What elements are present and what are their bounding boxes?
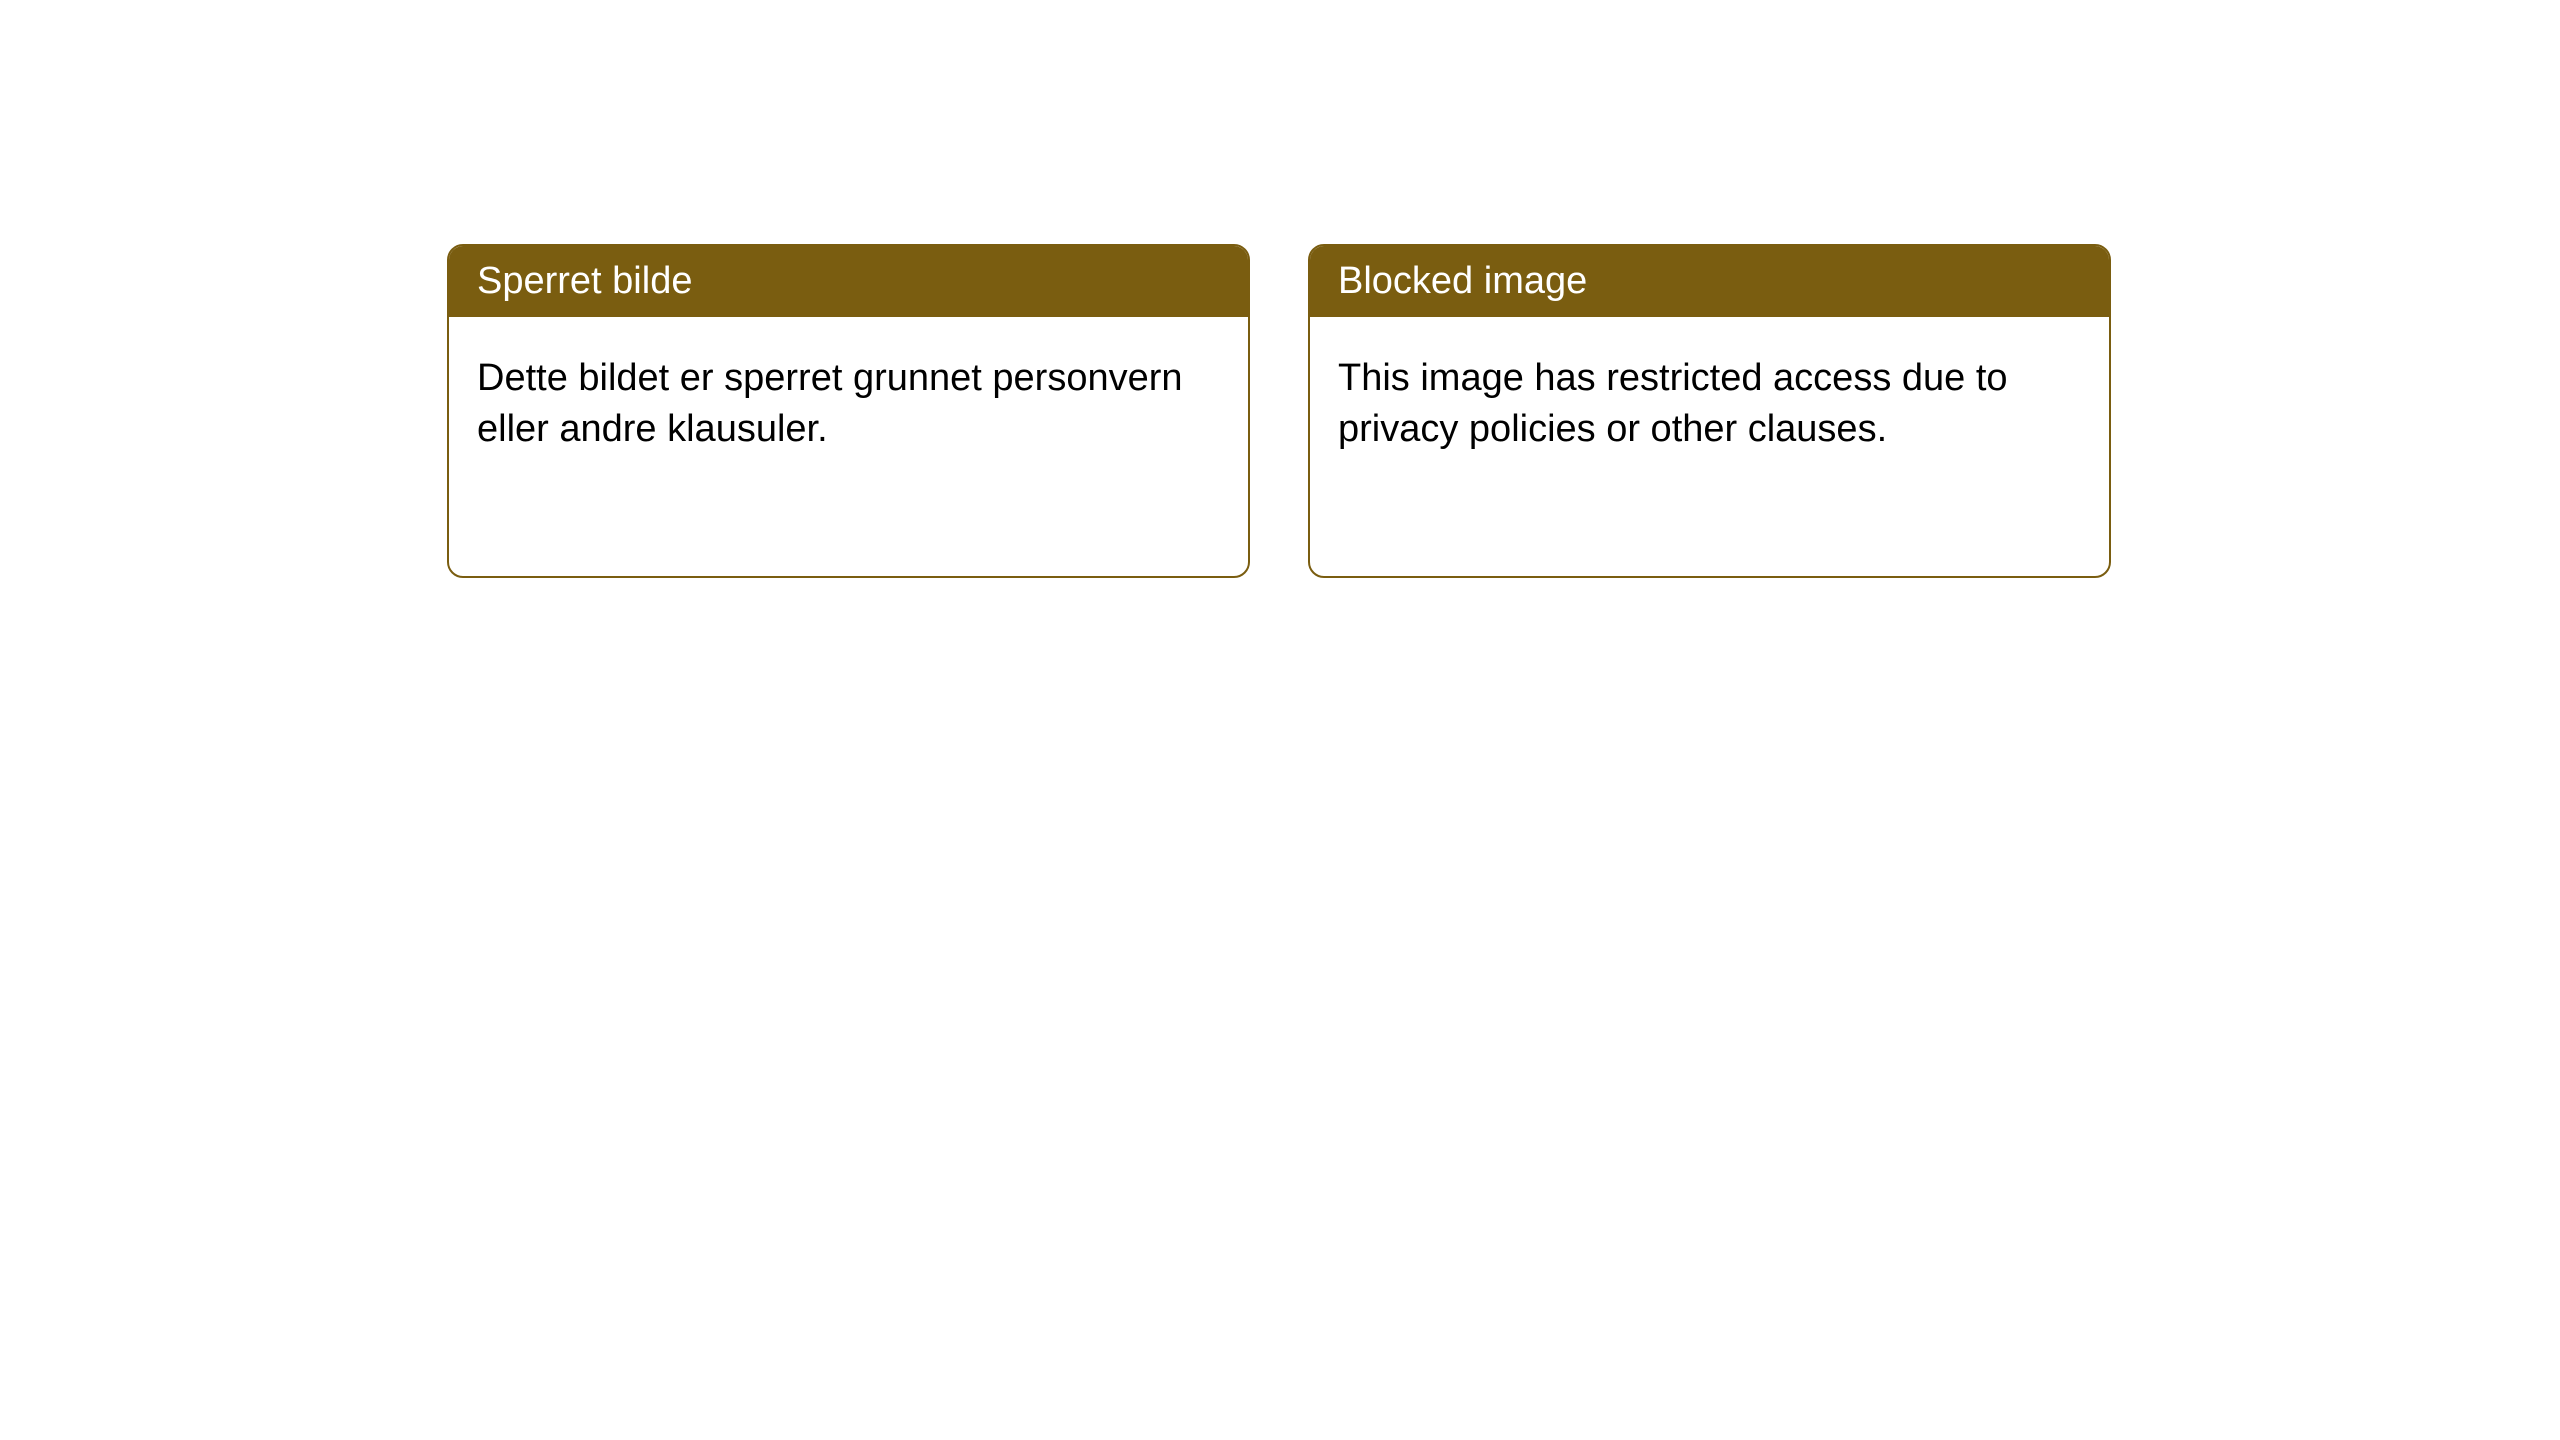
notice-body: This image has restricted access due to … xyxy=(1310,317,2109,492)
notice-title: Blocked image xyxy=(1310,246,2109,317)
notice-body: Dette bildet er sperret grunnet personve… xyxy=(449,317,1248,492)
notice-title: Sperret bilde xyxy=(449,246,1248,317)
notice-container: Sperret bilde Dette bildet er sperret gr… xyxy=(0,0,2560,578)
notice-card-english: Blocked image This image has restricted … xyxy=(1308,244,2111,578)
notice-card-norwegian: Sperret bilde Dette bildet er sperret gr… xyxy=(447,244,1250,578)
